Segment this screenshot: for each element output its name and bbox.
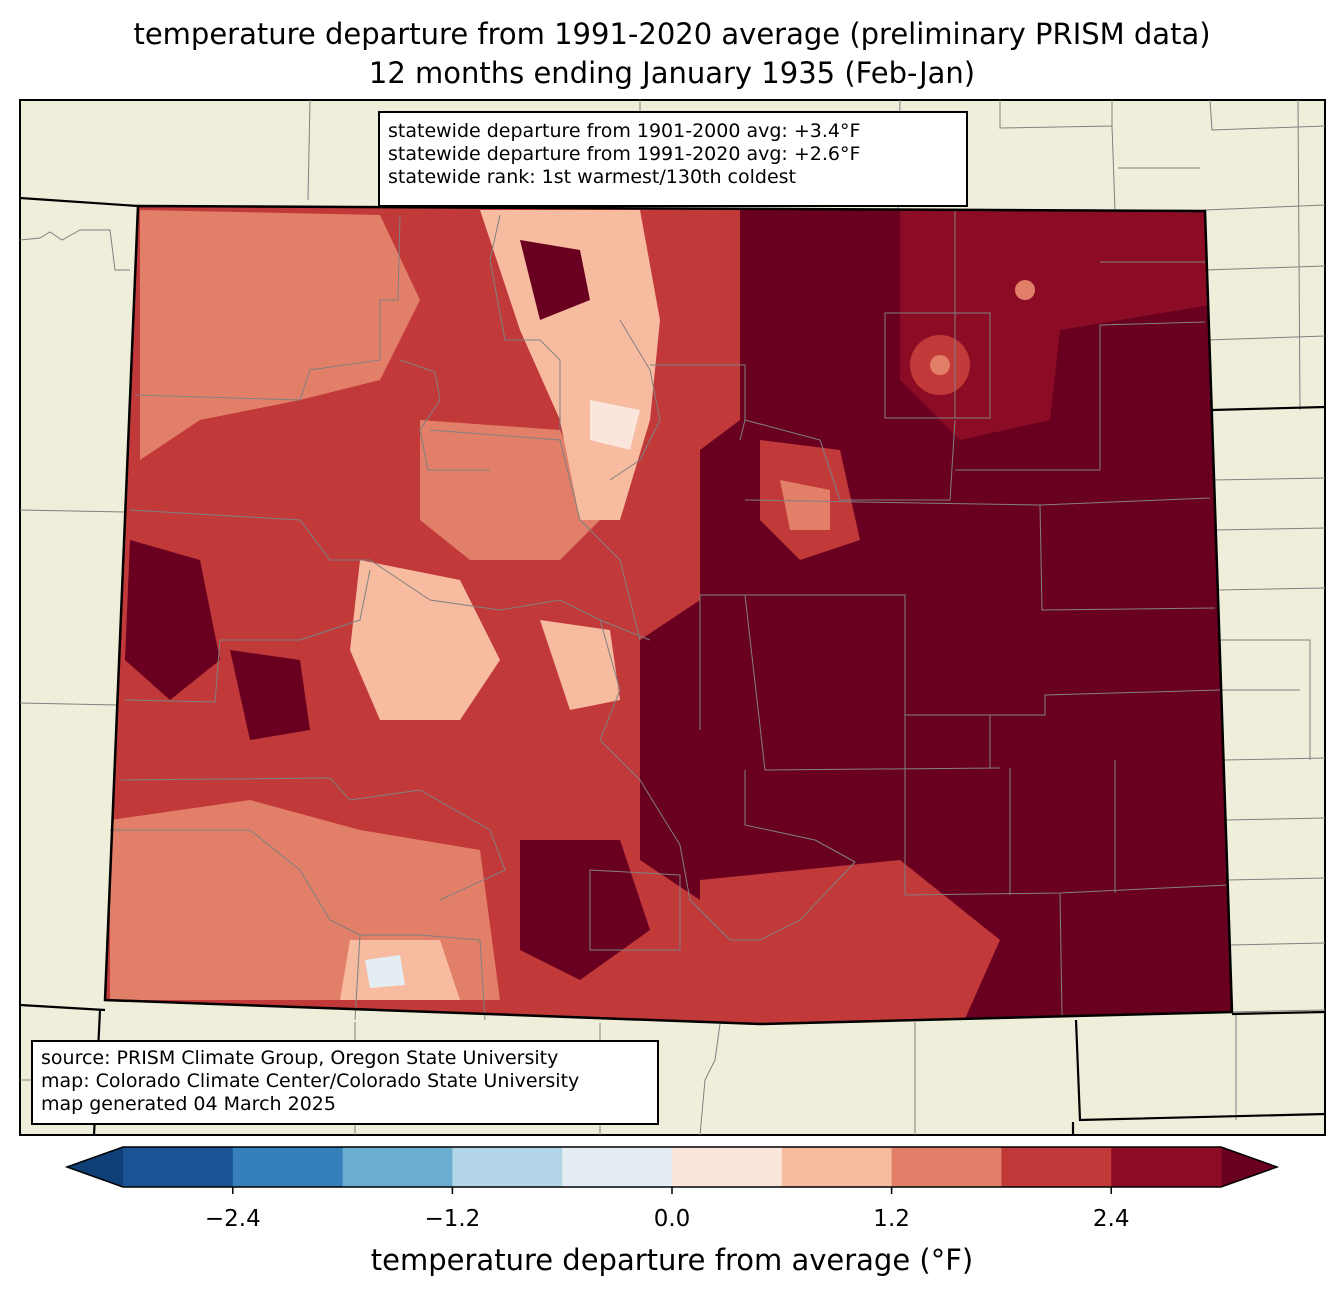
field-zone-mountain-pale-3: [540, 620, 620, 710]
colorbar-bin: [562, 1147, 673, 1187]
stats-line-rank: statewide rank: 1st warmest/130th coldes…: [388, 166, 797, 188]
field-zone-near-zero-1: [590, 400, 640, 450]
colorbar-bin: [781, 1147, 893, 1187]
colorbar-bin: [891, 1147, 1002, 1187]
field-zone-near-zero-2: [365, 955, 405, 988]
colorbar-bin: [1001, 1147, 1112, 1187]
field-zone-west-dark-1: [125, 540, 220, 700]
map-subtitle: 12 months ending January 1935 (Feb-Jan): [368, 56, 976, 90]
map-title: temperature departure from 1991-2020 ave…: [133, 17, 1211, 51]
colorbar-tick-label: 0.0: [653, 1206, 691, 1232]
stats-line-1991-2020: statewide departure from 1991-2020 avg: …: [388, 143, 861, 165]
colorbar-bin: [1111, 1147, 1222, 1187]
colorbar-bin: [342, 1147, 453, 1187]
field-zone-east-dark: [640, 210, 1232, 1024]
colorbar-extend-low: [67, 1147, 123, 1187]
colorado-state-boundary: [103, 204, 1234, 1026]
colorbar-tick-label: 2.4: [1092, 1206, 1130, 1232]
field-zone-ne-spot-center: [930, 355, 950, 375]
colorbar-bin: [452, 1147, 563, 1187]
field-zone-ne-red: [900, 210, 1232, 440]
generated-date-line: map generated 04 March 2025: [41, 1093, 336, 1115]
colorbar-outline: [64, 1146, 1280, 1188]
source-line: source: PRISM Climate Group, Oregon Stat…: [41, 1047, 559, 1069]
field-zone-front-range-light: [780, 480, 830, 530]
colorbar-extend-high: [1221, 1147, 1277, 1187]
colorbar-tick-label: −1.2: [424, 1206, 481, 1232]
colorbar-label: temperature departure from average (°F): [370, 1243, 974, 1277]
source-credit-box: source: PRISM Climate Group, Oregon Stat…: [31, 1040, 659, 1125]
colorbar-bin: [672, 1147, 783, 1187]
field-zone-north-dark: [520, 240, 590, 320]
field-zone-se-red: [700, 860, 1000, 1024]
field-zone-west-dark-2: [230, 650, 310, 740]
colorbar-tick-label: −2.4: [204, 1206, 261, 1232]
colorbar: [64, 1146, 1280, 1194]
stats-line-1901-2000: statewide departure from 1901-2000 avg: …: [388, 120, 861, 142]
statewide-stats-box: statewide departure from 1901-2000 avg: …: [378, 111, 968, 207]
map-credit-line: map: Colorado Climate Center/Colorado St…: [41, 1070, 580, 1092]
colorado-county-lines: [110, 210, 1229, 1021]
field-zone-central-light: [420, 420, 600, 560]
field-zone-mountain-pale-2: [350, 560, 500, 720]
colorbar-tick-label: 1.2: [873, 1206, 910, 1232]
field-zone-south-dark: [520, 840, 650, 980]
colorbar-bin: [123, 1147, 234, 1187]
temperature-field: [105, 206, 1232, 1024]
field-zone-ne-spot-small: [1015, 280, 1035, 300]
colorbar-bin: [232, 1147, 344, 1187]
